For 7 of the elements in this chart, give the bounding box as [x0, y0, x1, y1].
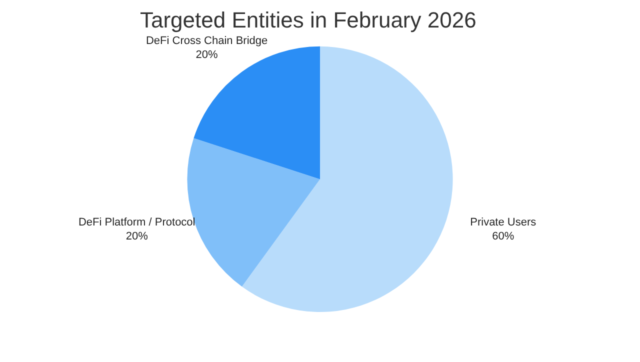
slice-label: Private Users: [470, 216, 537, 228]
data-label: 20%: [196, 49, 218, 62]
slice-label: DeFi Cross Chain Bridge: [146, 35, 268, 48]
data-label: 60%: [492, 230, 514, 242]
data-label: 20%: [126, 230, 148, 242]
slice-label: DeFi Platform / Protocol: [78, 216, 196, 228]
chart-title: Targeted Entities in February 2026: [140, 7, 476, 32]
